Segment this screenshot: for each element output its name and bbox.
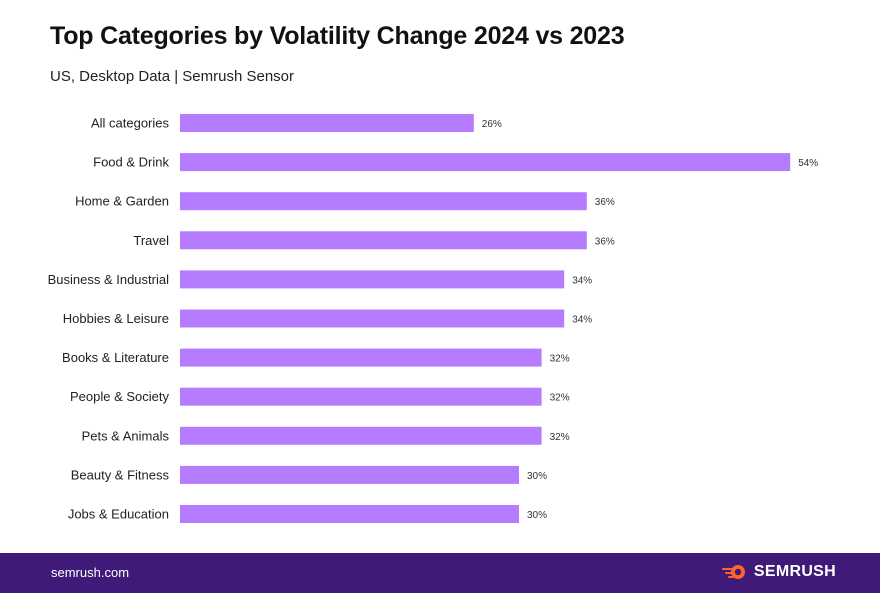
value-label: 32% — [550, 393, 570, 404]
category-label: Travel — [133, 233, 169, 248]
value-label: 34% — [572, 315, 592, 326]
bar[interactable] — [180, 348, 542, 367]
bar[interactable] — [180, 505, 519, 523]
value-label: 30% — [527, 510, 547, 521]
bar[interactable] — [180, 153, 791, 172]
category-label: Books & Literature — [62, 350, 169, 365]
bar[interactable] — [180, 270, 565, 289]
semrush-fire-icon — [721, 565, 745, 579]
category-label: Hobbies & Leisure — [63, 311, 169, 326]
category-label: All categories — [91, 116, 170, 131]
bar[interactable] — [180, 309, 565, 328]
bar-chart: All categories 26% Food & Drink 54% Home & G… — [48, 114, 818, 523]
bar[interactable] — [180, 387, 542, 406]
category-label: Business & Industrial — [48, 272, 170, 287]
bar[interactable] — [180, 231, 587, 250]
semrush-logo[interactable]: SEMRUSH — [721, 563, 836, 581]
category-label: Food & Drink — [93, 155, 169, 170]
value-label: 54% — [798, 158, 818, 169]
value-label: 32% — [550, 432, 570, 443]
bar[interactable] — [180, 192, 587, 211]
brand-name: SEMRUSH — [753, 563, 836, 580]
value-label: 36% — [595, 236, 615, 247]
footer-url[interactable]: semrush.com — [51, 565, 130, 580]
value-label: 30% — [527, 471, 547, 482]
value-label: 32% — [550, 354, 570, 365]
value-label: 34% — [572, 275, 592, 286]
bar[interactable] — [180, 465, 519, 484]
bar[interactable] — [180, 426, 542, 445]
value-label: 26% — [482, 119, 502, 130]
category-label: Pets & Animals — [82, 428, 170, 443]
category-label: Beauty & Fitness — [71, 467, 170, 482]
category-label: Home & Garden — [75, 194, 169, 209]
chart-title: Top Categories by Volatility Change 2024… — [50, 22, 625, 50]
category-label: Jobs & Education — [68, 507, 169, 522]
bar[interactable] — [180, 114, 474, 132]
chart-subtitle: US, Desktop Data | Semrush Sensor — [50, 68, 294, 85]
category-label: People & Society — [70, 389, 170, 404]
footer-bar: semrush.com SEMRUSH — [0, 553, 880, 593]
value-label: 36% — [595, 197, 615, 208]
